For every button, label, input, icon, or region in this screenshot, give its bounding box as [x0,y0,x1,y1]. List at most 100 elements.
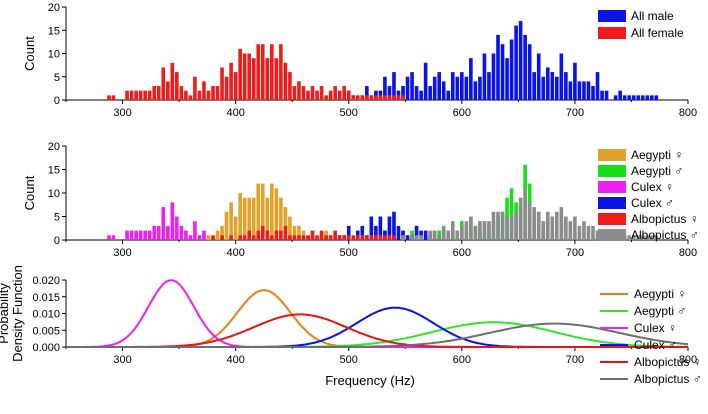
bar [333,86,337,100]
bar [215,230,220,240]
y-axis-title-line: Density Function [10,265,25,362]
bar [437,72,442,100]
bar [279,230,283,240]
x-tick-label: 800 [679,247,697,259]
legend-swatch [598,165,626,177]
bar [586,225,591,240]
bar [450,221,455,240]
bar [582,81,586,100]
x-tick-label: 600 [453,354,471,366]
x-tick-label: 500 [340,247,358,259]
bar [360,235,365,240]
legend-label: Aegypti ♂ [631,164,683,178]
pdf-curve [66,279,688,348]
bar [469,216,473,240]
bar [360,95,365,100]
bar [283,207,288,240]
legend-swatch [598,213,626,225]
bar [211,235,215,240]
bar [238,235,242,240]
legend-swatch [598,197,626,209]
bar [559,53,564,100]
bar [328,90,333,100]
bar [365,95,369,100]
bar [591,86,595,100]
bar [428,86,432,100]
bar [650,235,654,240]
bar [600,90,604,100]
x-tick-label: 800 [679,354,697,366]
bar [654,235,659,240]
bar [220,235,224,240]
y-axis-title: Count [22,36,37,71]
bar [202,230,206,240]
bar [460,225,464,240]
bar [392,211,396,240]
legend-label: All male [631,9,674,23]
bar [491,53,496,100]
bar [324,235,328,240]
bar [640,235,645,240]
bar [179,225,184,240]
bar [414,225,419,240]
y-tick-label: 20 [48,2,60,14]
bar [473,225,478,240]
bar [260,44,265,100]
legend-swatch [598,149,626,161]
legend-label: Culex ♀ [634,321,677,335]
bar [265,230,270,240]
bar [378,235,383,240]
bar [446,90,451,100]
bar [310,86,315,100]
bar [288,72,292,100]
bar [559,207,564,240]
bar [297,225,301,240]
bar [107,95,111,100]
y-tick-label: 5 [54,72,60,84]
bar [215,86,220,100]
bar [292,235,297,240]
bar [138,230,143,240]
bar [410,72,414,100]
x-tick-label: 400 [226,247,244,259]
bar [509,216,514,240]
bar [460,72,464,100]
bar [202,81,206,100]
bar [319,230,324,240]
legend-swatch [598,10,626,22]
bar [297,235,301,240]
bar [279,197,283,240]
bar [288,216,292,240]
bar [188,95,193,100]
bar [432,230,437,240]
bar [650,95,654,100]
bar [550,216,555,240]
x-tick-label: 300 [113,247,131,259]
bar [315,235,319,240]
bar [482,53,487,100]
bar [274,230,279,240]
bar [441,81,446,100]
bar [631,235,636,240]
bar [333,230,337,240]
bar [636,95,641,100]
bar [229,235,233,240]
bar [496,34,500,100]
bar [369,235,374,240]
bar [247,197,252,240]
y-axis-title-line: Probability [0,283,11,344]
bar [292,225,297,240]
legend-label: All female [631,26,684,40]
y-tick-label: 0 [54,235,60,247]
bar [613,95,618,100]
bar [383,235,387,240]
bar [147,90,152,100]
bar [378,95,383,100]
bar [514,211,518,240]
bar [351,235,356,240]
bar [387,216,392,240]
bar [369,216,374,240]
bar [464,76,469,100]
bar [631,95,636,100]
bar [229,202,233,240]
